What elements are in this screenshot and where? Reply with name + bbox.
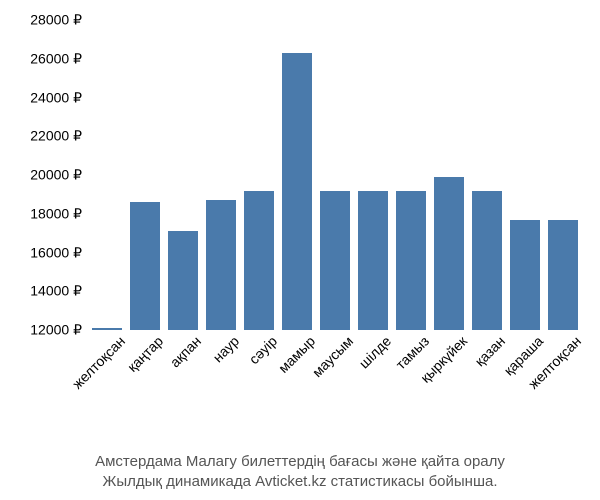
y-tick-label: 14000 ₽ <box>30 283 88 300</box>
bar <box>168 231 198 330</box>
price-bar-chart: 12000 ₽ 14000 ₽ 16000 ₽ 18000 ₽ 20000 ₽ 22000… <box>0 0 600 500</box>
chart-caption: Амстердама Малагу билеттердің бағасы жән… <box>0 452 600 493</box>
bar <box>92 328 122 330</box>
bar <box>130 202 160 330</box>
bar <box>472 191 502 331</box>
y-tick-label: 16000 ₽ <box>30 244 88 261</box>
bar <box>434 177 464 330</box>
caption-line-1: Амстердама Малагу билеттердің бағасы жән… <box>95 453 505 470</box>
bar <box>358 191 388 331</box>
caption-line-2: Жылдық динамикада Avticket.kz статистика… <box>103 473 498 490</box>
bar <box>510 220 540 330</box>
bar <box>396 191 426 331</box>
y-tick-label: 18000 ₽ <box>30 205 88 222</box>
y-tick-label: 12000 ₽ <box>30 322 88 339</box>
y-tick-label: 26000 ₽ <box>30 50 88 67</box>
bar <box>244 191 274 331</box>
y-tick-label: 22000 ₽ <box>30 128 88 145</box>
bar <box>206 200 236 330</box>
y-tick-label: 28000 ₽ <box>30 12 88 29</box>
plot-area: 12000 ₽14000 ₽16000 ₽18000 ₽20000 ₽22000… <box>88 20 582 330</box>
bar <box>548 220 578 330</box>
y-tick-label: 20000 ₽ <box>30 167 88 184</box>
bar <box>282 53 312 330</box>
bar <box>320 191 350 331</box>
y-tick-label: 24000 ₽ <box>30 89 88 106</box>
